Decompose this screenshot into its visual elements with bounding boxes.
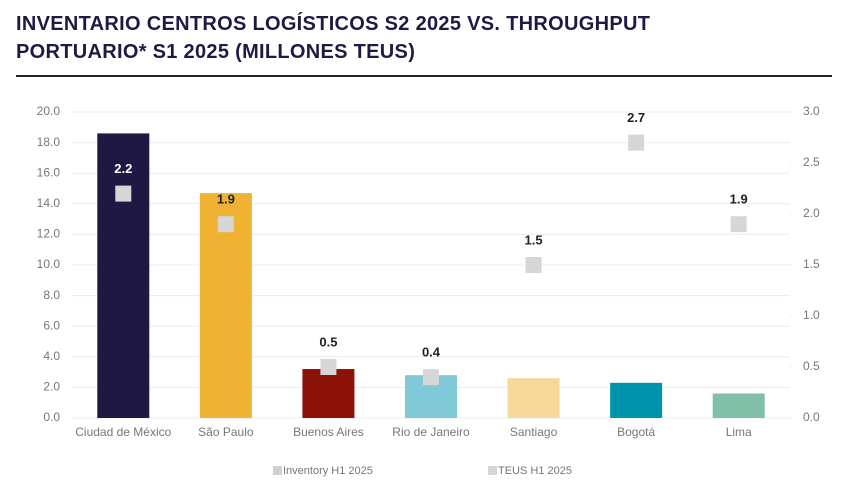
marker — [115, 185, 132, 202]
data-label: 1.9 — [730, 192, 748, 207]
legend-label: TEUS H1 2025 — [498, 465, 572, 477]
marker — [628, 134, 645, 151]
title-rule — [16, 75, 832, 77]
data-label: 1.9 — [217, 192, 235, 207]
y-tick-label: 16.0 — [37, 165, 61, 179]
x-tick-label: Bogotá — [617, 425, 655, 439]
x-tick-label: Lima — [726, 425, 752, 439]
marker — [525, 257, 542, 273]
data-label: 1.5 — [525, 232, 543, 247]
y-tick-label: 18.0 — [37, 135, 61, 149]
data-label: 2.7 — [627, 110, 645, 125]
x-tick-label: Santiago — [510, 425, 558, 439]
bar — [302, 369, 355, 418]
marker — [730, 216, 747, 233]
bar — [712, 393, 765, 418]
y2-tick-label: 2.5 — [803, 155, 820, 169]
x-tick-label: São Paulo — [198, 425, 254, 439]
legend-swatch — [488, 466, 497, 475]
data-label: 0.5 — [319, 334, 337, 349]
bar — [610, 382, 663, 418]
y2-tick-label: 1.5 — [803, 257, 820, 271]
x-tick-label: Rio de Janeiro — [392, 425, 470, 439]
y2-tick-label: 0.0 — [803, 410, 820, 424]
y2-tick-label: 1.0 — [803, 308, 820, 322]
marker — [217, 216, 234, 233]
y-tick-label: 20.0 — [37, 104, 61, 118]
x-tick-label: Buenos Aires — [293, 425, 364, 439]
y-tick-label: 10.0 — [37, 257, 61, 271]
y2-tick-label: 3.0 — [803, 104, 820, 118]
data-label: 2.2 — [114, 161, 132, 176]
y-tick-label: 0.0 — [43, 410, 60, 424]
bar — [97, 133, 150, 419]
marker — [320, 359, 337, 375]
y-tick-label: 12.0 — [37, 227, 61, 241]
marker — [423, 369, 439, 386]
legend-label: Inventory H1 2025 — [283, 465, 373, 477]
x-tick-label: Ciudad de México — [75, 425, 171, 439]
y-tick-label: 2.0 — [43, 380, 60, 394]
y-tick-label: 14.0 — [37, 196, 61, 210]
y-tick-label: 6.0 — [43, 318, 60, 332]
legend-swatch — [273, 466, 282, 475]
y-tick-label: 8.0 — [43, 288, 60, 302]
y-tick-label: 4.0 — [43, 349, 60, 363]
chart-title: INVENTARIO CENTROS LOGÍSTICOS S2 2025 VS… — [16, 13, 651, 63]
y2-tick-label: 0.5 — [803, 359, 820, 373]
y2-tick-label: 2.0 — [803, 206, 820, 220]
bar — [507, 378, 560, 418]
data-label: 0.4 — [422, 345, 441, 360]
